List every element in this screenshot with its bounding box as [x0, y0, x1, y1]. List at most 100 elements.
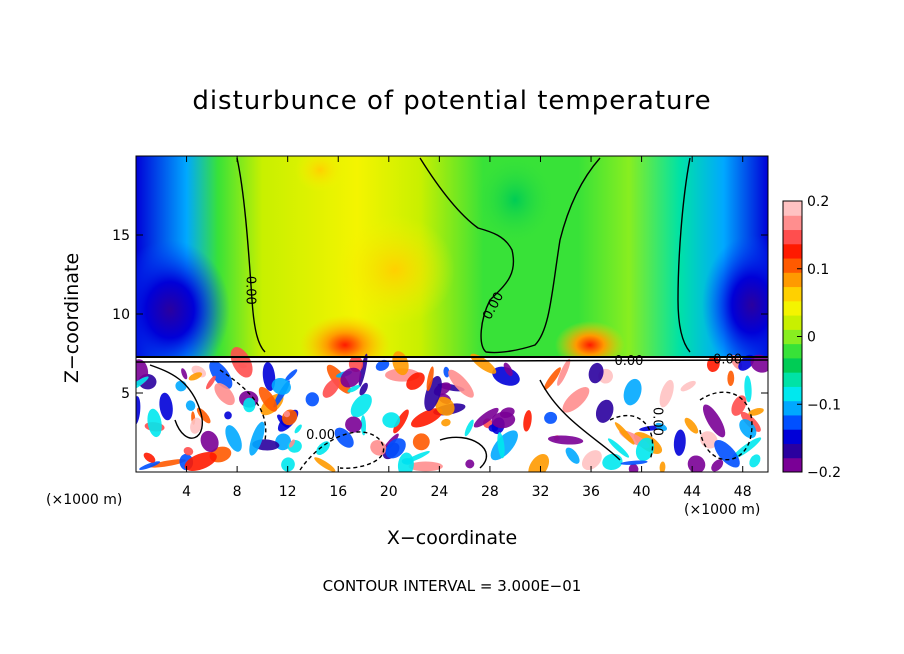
colorbar-segment — [783, 343, 802, 359]
turbulence-blob — [565, 447, 580, 464]
turbulence-blob — [614, 422, 635, 445]
turbulence-blob — [345, 416, 362, 433]
x-tick-label: 32 — [532, 484, 550, 500]
turbulence-blob — [659, 461, 666, 472]
colorbar-segment — [783, 272, 802, 288]
contour-lines — [136, 157, 768, 471]
turbulence-blob — [497, 432, 505, 459]
turbulence-blob — [347, 385, 360, 393]
turbulence-blob — [397, 452, 414, 472]
cold-region-right — [702, 235, 768, 375]
turbulence-blob — [714, 440, 740, 468]
x-axis-label: X−coordinate — [386, 527, 518, 549]
turbulence-blob — [143, 452, 156, 463]
x-unit-left: (×1000 m) — [46, 492, 123, 508]
turbulence-blob — [406, 372, 425, 390]
turbulence-blob — [435, 396, 455, 416]
x-tick-label: 20 — [380, 484, 398, 500]
colorbar-segment — [783, 329, 802, 345]
turbulence-blob — [360, 415, 367, 436]
turbulence-blob — [284, 369, 298, 382]
turbulence-blob — [334, 427, 354, 448]
colorbar-segment — [783, 457, 802, 473]
turbulence-blob — [393, 409, 409, 434]
turbulence-blob — [523, 410, 532, 432]
turbulence-blob — [412, 433, 430, 451]
turbulence-blob — [281, 457, 295, 472]
turbulence-blob — [473, 407, 499, 428]
x-tick-label: 16 — [329, 484, 347, 500]
turbulence-blob — [408, 461, 443, 472]
turbulence-blob — [528, 454, 550, 472]
turbulence-blob — [359, 382, 368, 396]
turbulence-blob — [249, 421, 265, 456]
colorbar-segment — [783, 243, 802, 259]
turbulence-blob — [340, 367, 362, 388]
contour-label: 0.00 — [242, 276, 257, 305]
warm-top — [295, 156, 345, 192]
x-unit-right: (×1000 m) — [684, 502, 761, 518]
turbulence-blob — [588, 362, 604, 384]
colorbar-segment — [783, 286, 802, 302]
y-axis-label: Z−coordinate — [61, 252, 83, 384]
turbulence-blob — [731, 437, 762, 460]
turbulence-blob — [209, 360, 233, 389]
colorbar-segment — [783, 372, 802, 387]
colorbar-tick-label: 0 — [807, 330, 816, 346]
y-tick-label: 10 — [112, 307, 130, 323]
colorbar-segment — [783, 386, 802, 402]
colorbar-tick-label: −0.1 — [807, 397, 841, 413]
turbulence-blob — [738, 354, 755, 371]
colorbar-segment — [783, 201, 802, 216]
turbulence-blob — [543, 367, 561, 390]
turbulence-blob — [147, 408, 162, 438]
colorbar-segment — [783, 429, 802, 444]
turbulence-blob — [623, 378, 642, 406]
turbulence-blob — [316, 441, 330, 455]
turbulence-blob — [607, 438, 630, 458]
turbulence-blob — [680, 380, 696, 392]
turbulence-blob — [711, 459, 724, 472]
turbulence-blob — [159, 392, 173, 421]
turbulence-blob — [470, 353, 497, 374]
colorbar-segment — [783, 443, 802, 459]
x-tick-label: 28 — [481, 484, 499, 500]
colorbar-segment — [783, 215, 802, 231]
turbulence-blob — [214, 383, 235, 406]
turbulence-blob — [673, 429, 686, 456]
turbulence-blob — [288, 439, 296, 448]
turbulence-blob — [382, 412, 401, 428]
turbulence-blob — [258, 386, 278, 412]
turbulence-blob — [224, 411, 232, 420]
turbulence-blob — [702, 404, 726, 438]
colorbar-tick-label: 0.2 — [807, 194, 829, 210]
turbulence-blob — [149, 459, 186, 468]
turbulence-blob — [206, 375, 216, 390]
turbulence-blob — [684, 417, 699, 434]
x-tick-label: 48 — [734, 484, 752, 500]
turbulence-blob — [731, 395, 747, 416]
turbulence-blob — [557, 358, 571, 386]
contour-label: 0.00 — [614, 354, 643, 369]
turbulence-blob — [659, 379, 674, 408]
x-tick-label: 12 — [279, 484, 297, 500]
x-tick-label: 4 — [182, 484, 191, 500]
turbulence-blob — [181, 368, 188, 380]
turbulence-blob — [424, 375, 442, 412]
turbulence-blob — [139, 461, 161, 470]
y-tick-label: 5 — [121, 386, 130, 402]
turbulence-blob — [441, 418, 451, 427]
turbulence-blob — [562, 387, 590, 413]
turbulence-blob — [749, 454, 761, 468]
turbulence-blob — [620, 460, 648, 465]
x-axis-ticks: 4 8 12 16 20 24 28 32 36 40 44 48 — [182, 156, 752, 500]
x-tick-label: 36 — [582, 484, 600, 500]
turbulence-blob — [136, 376, 149, 392]
x-tick-label: 24 — [430, 484, 448, 500]
turbulence-blob — [503, 362, 513, 377]
colorbar-segment — [783, 414, 802, 430]
turbulence-blob — [544, 411, 558, 424]
turbulence-blob — [185, 400, 196, 411]
turbulence-blob — [385, 438, 406, 459]
turbulence-blob — [744, 375, 752, 403]
